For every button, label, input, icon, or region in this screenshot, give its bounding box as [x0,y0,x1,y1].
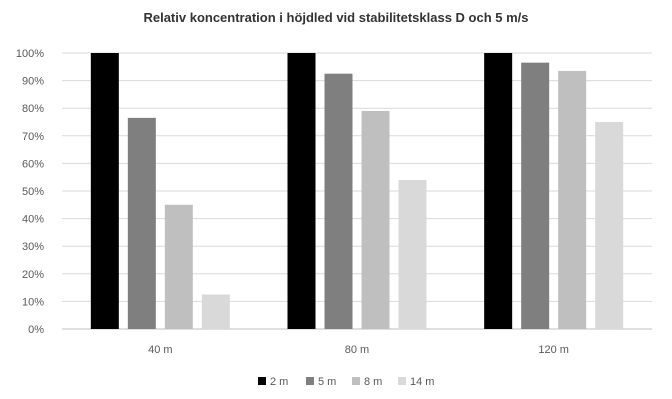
x-axis-ticks: 40 m 80 m 120 m [148,344,569,356]
y-tick-label: 0% [28,324,44,336]
bar-8m-40m [164,204,193,329]
bar-5m-40m [127,117,156,329]
y-tick-label: 80% [22,103,44,115]
y-tick-label: 40% [22,214,44,226]
bar-5m-120m [521,62,550,329]
y-tick-label: 30% [22,241,44,253]
bar-14m-120m [595,122,624,329]
bar-2m-120m [484,53,513,329]
legend-swatch [258,377,266,385]
y-tick-label: 70% [22,131,44,143]
x-tick-label: 80 m [345,344,369,356]
legend-label: 8 m [364,376,382,388]
y-tick-label: 90% [22,76,44,88]
bar-5m-80m [324,73,353,329]
legend: 2 m 5 m 8 m 14 m [258,376,434,388]
bar-14m-80m [398,179,427,329]
legend-label: 5 m [318,376,336,388]
x-tick-label: 40 m [148,344,172,356]
legend-swatch [398,377,406,385]
y-tick-label: 60% [22,158,44,170]
x-tick-label: 120 m [538,344,569,356]
y-tick-label: 20% [22,269,44,281]
legend-swatch [352,377,360,385]
legend-label: 14 m [410,376,434,388]
bar-8m-120m [558,70,587,329]
y-tick-label: 10% [22,296,44,308]
legend-label: 2 m [270,376,288,388]
bar-2m-40m [90,53,119,329]
bars [90,53,624,330]
bar-14m-40m [201,294,230,329]
chart-title: Relativ koncentration i höjdled vid stab… [143,10,528,25]
bar-2m-80m [287,53,316,329]
y-tick-label: 100% [16,48,44,60]
bar-8m-80m [361,110,390,330]
legend-swatch [306,377,314,385]
y-tick-label: 50% [22,186,44,198]
gridlines [62,52,652,330]
y-axis-ticks: 0% 10% 20% 30% 40% 50% 60% 70% 80% 90% 100% [16,48,44,336]
